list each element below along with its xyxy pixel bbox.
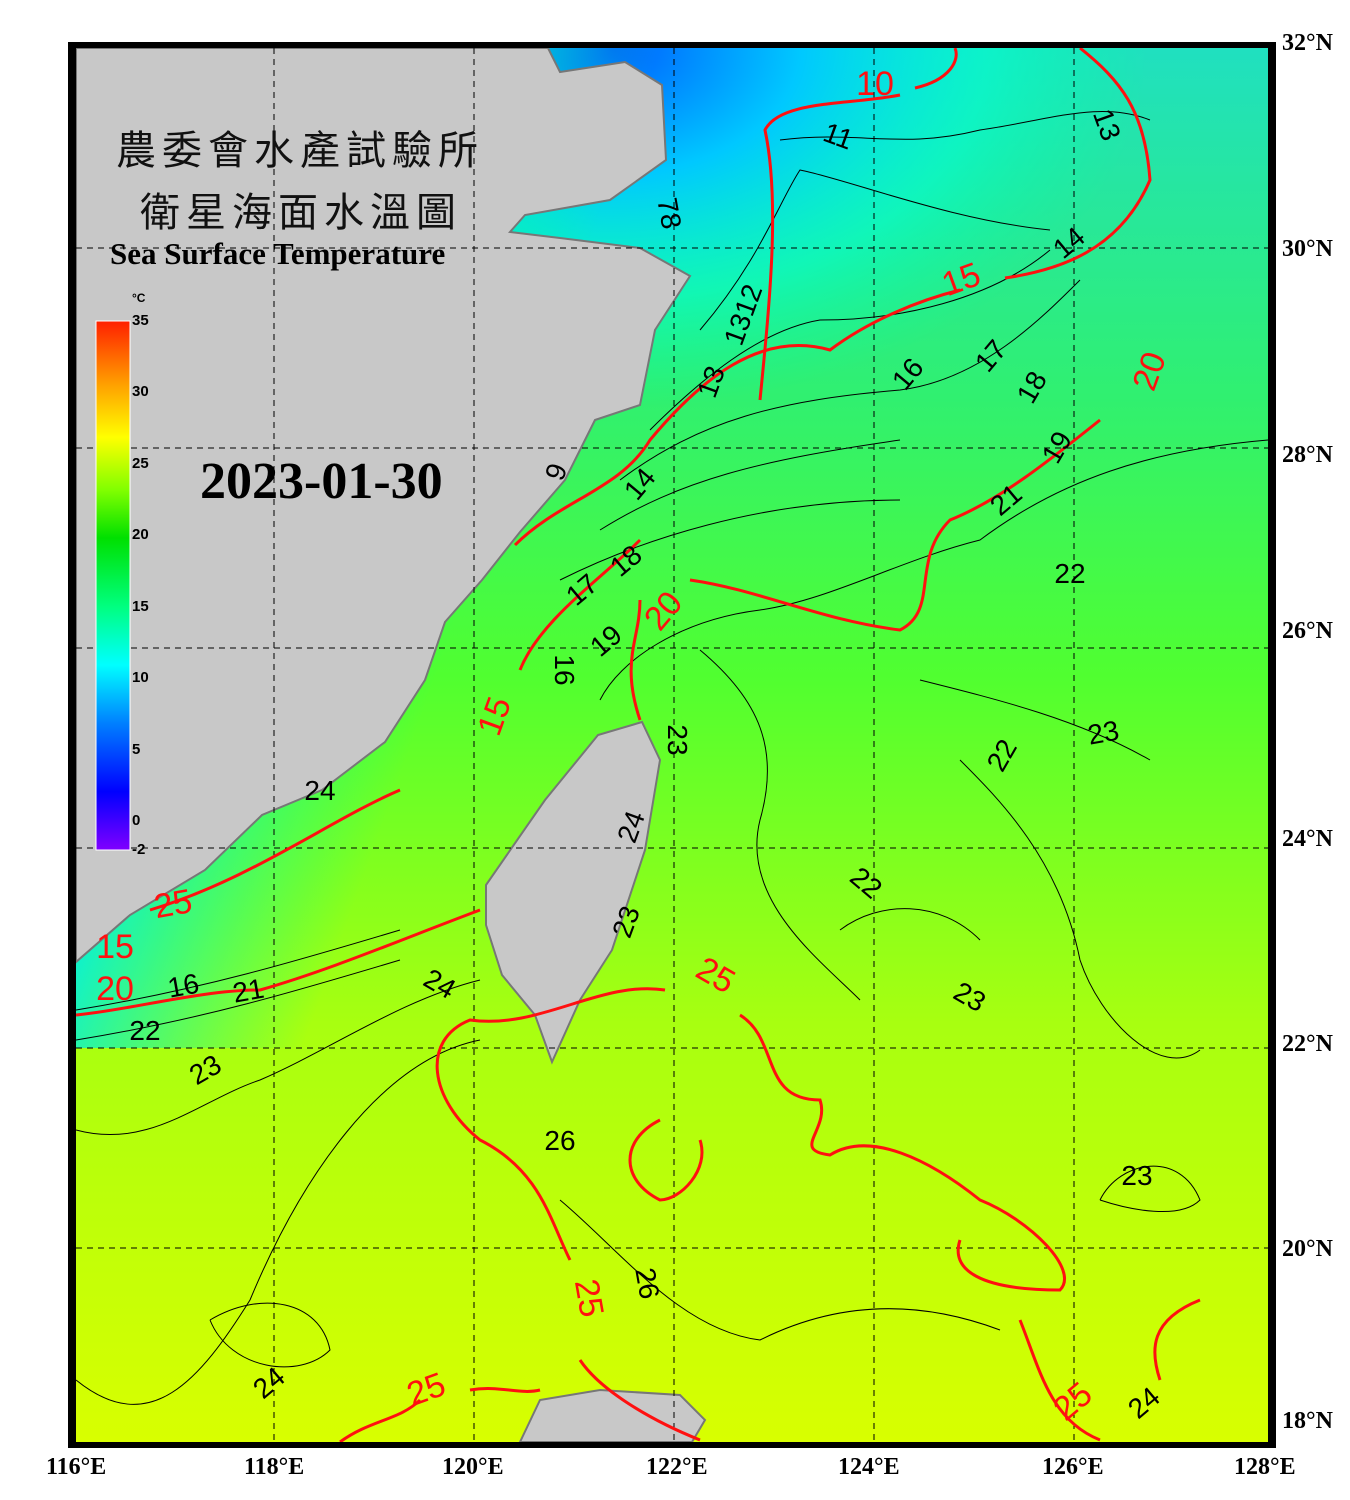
contour-label: 22: [1054, 558, 1085, 589]
lat-label: 24°N: [1282, 826, 1333, 852]
lon-label: 124°E: [838, 1454, 900, 1480]
contour-label: 26: [629, 1265, 665, 1301]
contour-label: 21: [230, 973, 266, 1009]
contour-label: 78: [651, 195, 687, 231]
land-luzon: [518, 1388, 707, 1442]
contour-label: 23: [662, 724, 693, 755]
contour-label: 16: [165, 968, 201, 1004]
colorbar-unit: °C: [132, 291, 146, 305]
contour-label: 22: [129, 1015, 160, 1046]
land-china: [76, 48, 692, 964]
map-date: 2023-01-30: [200, 453, 443, 510]
lat-label: 26°N: [1282, 618, 1333, 644]
lat-label: 32°N: [1282, 30, 1333, 56]
graticule: [76, 48, 1268, 1442]
lat-label: 20°N: [1282, 1236, 1333, 1262]
colorbar-tick-label: 15: [132, 597, 149, 615]
lat-label: 18°N: [1282, 1408, 1333, 1434]
contour-label: 23: [1121, 1160, 1152, 1191]
lat-label: 22°N: [1282, 1031, 1333, 1057]
colorbar-tick-label: 30: [132, 383, 149, 401]
contour-label: 26: [544, 1125, 575, 1156]
minor-contours: [76, 110, 1268, 1405]
lon-label: 126°E: [1042, 1454, 1104, 1480]
lon-label: 120°E: [442, 1454, 504, 1480]
title-line2: 衛星海面水溫圖: [140, 190, 462, 236]
lat-label: 30°N: [1282, 236, 1333, 262]
contour-label: 25: [567, 1276, 611, 1320]
major-contours: [76, 48, 1201, 1442]
colorbar-tick-label: -2: [132, 841, 146, 858]
colorbar-tick-label: 5: [132, 740, 141, 758]
contour-label: 24: [304, 775, 335, 806]
lon-label: 118°E: [244, 1454, 305, 1480]
colorbar-tick-label: 20: [132, 526, 149, 544]
contour-label: 23: [1085, 715, 1121, 751]
colorbar-tick-label: 25: [132, 454, 149, 472]
colorbar: [95, 320, 131, 851]
contour-label: 16: [549, 654, 580, 685]
contour-label: 10: [856, 65, 894, 103]
contour-label: 20: [96, 970, 134, 1008]
colorbar-tick-label: 0: [132, 812, 141, 830]
lon-label: 122°E: [646, 1454, 708, 1480]
contour-label: 15: [96, 928, 134, 966]
colorbar-tick-label: 10: [132, 669, 149, 687]
land-taiwan: [485, 720, 662, 1065]
title-line1: 農委會水產試驗所: [116, 128, 484, 174]
contour-label: 25: [151, 882, 195, 926]
lon-label: 128°E: [1234, 1454, 1296, 1480]
title-english: Sea Surface Temperature: [110, 236, 446, 271]
lat-label: 28°N: [1282, 442, 1333, 468]
colorbar-tick-label: 35: [132, 312, 149, 329]
lon-label: 116°E: [46, 1454, 107, 1480]
